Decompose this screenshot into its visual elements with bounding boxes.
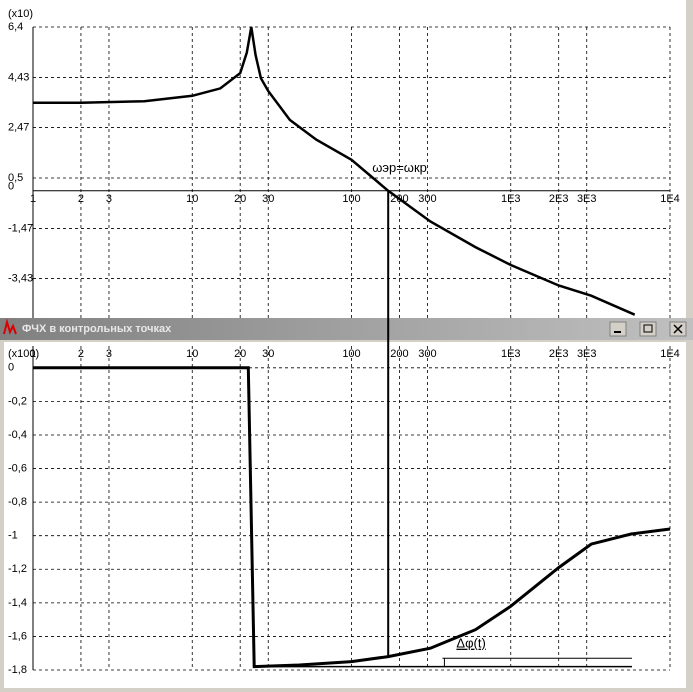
close-button[interactable] [669, 321, 687, 337]
x-tick-label: 20 [234, 348, 246, 360]
x-tick-label: 3E3 [577, 193, 597, 205]
x-tick-label: 1E3 [501, 348, 521, 360]
x-tick-label: 2 [78, 348, 84, 360]
x-tick-label: 3E3 [577, 348, 597, 360]
window-title: ФЧХ в контрольных точках [22, 323, 172, 335]
x-tick-label: 1 [30, 348, 36, 360]
x-tick-label: 200 [390, 348, 408, 360]
minimize-button[interactable] [609, 321, 627, 337]
x-tick-label: 3 [106, 348, 112, 360]
y-tick-label: 0 [8, 362, 14, 374]
y-tick-label: -0,4 [8, 429, 27, 441]
y-tick-label: 6,4 [8, 21, 23, 33]
annotation: ωэр=ωкр [372, 160, 427, 175]
maximize-button[interactable] [639, 321, 657, 337]
x-tick-label: 2E3 [549, 348, 569, 360]
x-tick-label: 30 [262, 348, 274, 360]
x-tick-label: 2 [78, 193, 84, 205]
x-tick-label: 100 [342, 348, 360, 360]
bottom-chart: (x100)1 2 3 10 20 30 100 200 300 1E3 2E3 3E3 1E4 0 -0,… [8, 346, 680, 676]
top-chart: (x10)1 2 3 10 20 30 100 200 300 1E3 2E3 3E3 1E46,44,… [8, 8, 680, 318]
window-icon [3, 318, 17, 335]
y-tick-label: -0,8 [8, 496, 27, 508]
y-tick-label: -1,8 [8, 664, 27, 676]
x-tick-label: 3 [106, 193, 112, 205]
x-tick-label: 10 [186, 348, 198, 360]
y-tick-label: -0,6 [8, 462, 27, 474]
bottom-window: ФЧХ в контрольных точках [0, 318, 693, 692]
y-tick-label: -1 [8, 530, 18, 542]
curve [33, 26, 636, 316]
y-tick-label: -1,2 [8, 563, 27, 575]
x-tick-label: 10 [186, 193, 198, 205]
y-tick-label: 4,43 [8, 71, 29, 83]
y-tick-label: 0,5 [8, 172, 23, 184]
y-unit-label: (x100) [8, 348, 39, 360]
x-tick-label: 1E4 [660, 193, 680, 205]
y-tick-label: -1,4 [8, 597, 27, 609]
curve [33, 366, 671, 669]
top-window [0, 0, 686, 318]
x-tick-label: 1E4 [660, 348, 680, 360]
y-tick-label: -0,2 [8, 395, 27, 407]
x-tick-label: 2E3 [549, 193, 569, 205]
y-tick-label: 2,47 [8, 121, 29, 133]
x-tick-label: 100 [342, 193, 360, 205]
x-tick-label: 30 [262, 193, 274, 205]
x-tick-label: 300 [418, 193, 436, 205]
x-tick-label: 1 [30, 193, 36, 205]
y-tick-label: 0 [8, 181, 14, 193]
y-unit-label: (x10) [8, 8, 33, 20]
x-tick-label: 300 [418, 348, 436, 360]
y-tick-label: -1,47 [8, 222, 33, 234]
y-tick-label: -1,6 [8, 630, 27, 642]
title-bar [0, 318, 693, 340]
x-tick-label: 20 [234, 193, 246, 205]
annotation: Δφ(t) [456, 636, 485, 651]
plot-panel [4, 342, 686, 688]
x-tick-label: 1E3 [501, 193, 521, 205]
y-tick-label: -3,43 [8, 272, 33, 284]
